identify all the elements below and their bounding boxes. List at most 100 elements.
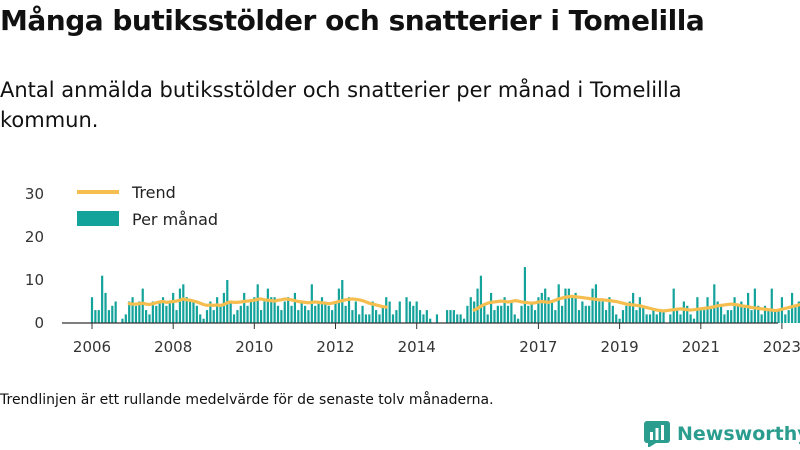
x-tick-label: 2017 xyxy=(519,338,557,356)
bar xyxy=(283,301,286,323)
bar xyxy=(794,305,797,323)
bar xyxy=(422,314,425,323)
bar xyxy=(246,305,249,323)
bar xyxy=(740,301,743,323)
bar xyxy=(479,275,483,323)
bar xyxy=(703,310,706,323)
legend-bars-label: Per månad xyxy=(132,210,218,229)
chart-title: Många butiksstölder och snatterier i Tom… xyxy=(0,4,705,37)
bar xyxy=(148,314,151,323)
bar xyxy=(550,301,554,323)
bar xyxy=(199,314,202,323)
bar xyxy=(381,305,384,323)
bar xyxy=(547,297,550,323)
legend-trend-label: Trend xyxy=(131,183,176,202)
bar xyxy=(621,310,625,323)
bar xyxy=(158,301,161,323)
brand-logo[interactable]: Newsworthy xyxy=(644,419,800,449)
bar xyxy=(209,301,212,323)
bar xyxy=(300,301,303,323)
bar xyxy=(506,305,510,323)
bar xyxy=(638,297,641,323)
legend-bars-swatch xyxy=(77,211,119,226)
bar xyxy=(726,310,729,323)
bar xyxy=(594,284,598,323)
bar xyxy=(527,305,530,323)
y-tick-label: 20 xyxy=(25,228,44,246)
bar xyxy=(128,301,131,323)
bar xyxy=(324,301,327,323)
x-tick-label: 2012 xyxy=(316,338,354,356)
bar xyxy=(625,305,628,323)
x-tick-label: 2019 xyxy=(601,338,639,356)
bar xyxy=(101,275,104,323)
x-tick-label: 2006 xyxy=(73,338,111,356)
bar xyxy=(97,310,100,323)
bar xyxy=(368,314,371,323)
bar xyxy=(347,297,351,323)
bar xyxy=(280,310,283,323)
bar xyxy=(483,305,486,323)
bar xyxy=(557,284,560,323)
bar xyxy=(270,297,273,323)
bar xyxy=(709,305,713,323)
bar xyxy=(716,301,719,323)
bar xyxy=(229,301,232,323)
bar xyxy=(260,310,263,323)
bar xyxy=(331,310,334,323)
bar xyxy=(320,297,324,323)
bar xyxy=(249,301,253,323)
bar xyxy=(256,284,259,323)
bar xyxy=(243,292,246,323)
bar xyxy=(699,310,702,323)
bar xyxy=(743,305,746,323)
bar xyxy=(669,314,672,323)
bar xyxy=(659,310,662,323)
bar xyxy=(719,305,723,323)
bar xyxy=(374,310,378,323)
bar xyxy=(611,305,614,323)
bar xyxy=(733,297,736,323)
bar xyxy=(601,301,604,323)
bar xyxy=(469,297,472,323)
bar xyxy=(618,318,621,323)
bar xyxy=(165,305,168,323)
bar xyxy=(253,297,256,323)
bar xyxy=(679,314,682,323)
bar xyxy=(435,314,439,323)
bar xyxy=(408,301,412,323)
x-tick-label: 2021 xyxy=(682,338,720,356)
bar xyxy=(784,314,787,323)
bar xyxy=(358,314,361,323)
bar xyxy=(107,310,111,323)
bar xyxy=(530,301,533,323)
bar xyxy=(314,305,317,323)
bar xyxy=(645,314,648,323)
bar xyxy=(588,305,591,323)
bar xyxy=(757,305,760,323)
bar xyxy=(777,310,780,323)
bar xyxy=(192,301,195,323)
y-tick-label: 30 xyxy=(25,185,44,203)
bar xyxy=(655,314,658,323)
bar xyxy=(385,297,388,323)
bar xyxy=(195,305,198,323)
bar xyxy=(473,301,476,323)
bar xyxy=(581,301,584,323)
bar xyxy=(648,314,652,323)
bar xyxy=(574,292,577,323)
bar xyxy=(287,297,290,323)
bar xyxy=(391,314,395,323)
bar xyxy=(774,310,777,323)
bar xyxy=(706,297,709,323)
bar xyxy=(540,292,543,323)
bar xyxy=(216,297,219,323)
bar xyxy=(598,301,601,323)
bar xyxy=(138,301,141,323)
bar xyxy=(90,297,94,323)
bar xyxy=(290,305,293,323)
bar xyxy=(675,310,679,323)
bar xyxy=(337,288,340,323)
bar xyxy=(297,310,300,323)
bar xyxy=(185,297,188,323)
